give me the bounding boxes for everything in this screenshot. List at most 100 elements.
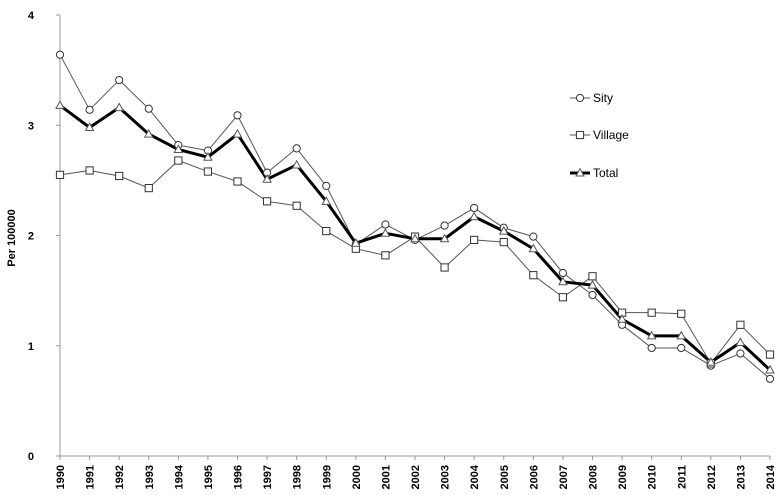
- triangle-marker: [676, 330, 687, 340]
- markers-total: [55, 100, 775, 374]
- x-tick-label: 1995: [203, 465, 215, 489]
- legend-square-marker: [575, 130, 585, 140]
- square-marker: [322, 226, 331, 236]
- square-marker: [55, 170, 65, 179]
- square-marker: [144, 183, 153, 193]
- triangle-marker: [410, 233, 420, 243]
- square-marker: [558, 293, 568, 302]
- x-tick-label: 1990: [55, 465, 67, 489]
- x-tick-label: 1999: [321, 465, 333, 489]
- circle-marker: [558, 268, 568, 278]
- y-tick-label: 0: [28, 451, 34, 463]
- series-village: [59, 160, 771, 364]
- triangle-marker: [232, 128, 243, 138]
- square-marker: [85, 166, 94, 175]
- x-tick-label: 2009: [617, 465, 629, 489]
- triangle-marker: [528, 243, 539, 253]
- y-axis-label: Per 100000: [6, 209, 18, 267]
- triangle-marker: [735, 337, 746, 346]
- square-marker: [381, 251, 390, 260]
- x-tick-label: 2012: [706, 465, 718, 489]
- x-tick-label: 2002: [410, 465, 422, 489]
- x-tick-label: 2010: [647, 465, 659, 489]
- series-line: [59, 160, 771, 364]
- triangle-marker: [350, 237, 361, 247]
- triangle-marker: [321, 196, 332, 205]
- x-tick-label: 1992: [114, 465, 126, 489]
- circle-marker: [529, 232, 538, 241]
- square-marker: [233, 177, 242, 186]
- x-tick-label: 1993: [144, 465, 156, 489]
- circle-marker: [233, 111, 242, 120]
- circle-marker: [55, 50, 65, 59]
- series-sity: [59, 54, 771, 380]
- circle-marker: [85, 105, 94, 114]
- y-tick-label: 2: [28, 231, 34, 243]
- triangle-marker: [380, 228, 391, 237]
- circle-marker: [765, 374, 775, 383]
- square-marker: [292, 201, 301, 210]
- legend-circle-marker: [575, 93, 585, 103]
- square-marker: [736, 320, 745, 329]
- circle-marker: [292, 144, 301, 153]
- triangle-marker: [617, 314, 627, 323]
- square-marker: [588, 272, 597, 281]
- y-tick-label: 3: [28, 120, 34, 132]
- triangle-marker: [469, 211, 480, 221]
- x-tick-label: 1998: [292, 465, 304, 489]
- x-tick-label: 2008: [588, 465, 600, 489]
- legend-label: Total: [593, 166, 618, 180]
- triangle-marker: [262, 174, 272, 183]
- x-tick-label: 2003: [440, 465, 452, 489]
- x-tick-label: 1994: [173, 464, 185, 489]
- legend-triangle-marker: [575, 167, 585, 177]
- x-tick-label: 2001: [380, 465, 392, 489]
- circle-marker: [144, 104, 153, 113]
- x-tick-label: 2000: [351, 465, 363, 489]
- square-marker: [440, 263, 449, 272]
- triangle-marker: [114, 102, 125, 112]
- y-tick-label: 4: [28, 10, 35, 22]
- triangle-marker: [705, 357, 716, 366]
- triangle-marker: [203, 151, 213, 161]
- markers-sity: [55, 50, 775, 383]
- legend-entry-sity: Sity: [570, 91, 613, 105]
- circle-marker: [470, 203, 479, 213]
- triangle-marker: [143, 128, 154, 138]
- x-tick-label: 2006: [528, 465, 540, 489]
- circle-marker: [588, 290, 597, 300]
- circle-marker: [677, 343, 686, 353]
- square-marker: [499, 238, 508, 247]
- triangle-marker: [587, 279, 598, 289]
- square-marker: [470, 235, 479, 245]
- series-line: [59, 54, 771, 380]
- circle-marker: [440, 221, 449, 230]
- square-marker: [203, 167, 213, 176]
- axes: 0 1 2 3 4 1990 1991 1992 1993 1994 1995 1996 1997 199…: [28, 10, 776, 489]
- square-marker: [174, 156, 183, 165]
- triangle-marker: [439, 233, 450, 243]
- x-tick-label: 2005: [499, 465, 511, 489]
- triangle-marker: [498, 225, 509, 235]
- circle-marker: [381, 220, 390, 229]
- circle-marker: [736, 349, 745, 358]
- x-tick-label: 2004: [469, 464, 481, 489]
- square-marker: [115, 171, 124, 181]
- x-tick-label: 2007: [558, 465, 570, 489]
- triangle-marker: [646, 330, 657, 340]
- square-marker: [677, 309, 686, 318]
- legend-entry-total: Total: [570, 166, 618, 180]
- x-tick-label: 2011: [676, 465, 688, 489]
- legend-entry-village: Village: [570, 128, 629, 142]
- square-marker: [262, 197, 272, 206]
- x-tick-label: 1991: [85, 465, 97, 489]
- triangle-marker: [765, 364, 775, 374]
- x-tick-label: 2013: [735, 465, 747, 489]
- legend-label: Village: [593, 128, 629, 142]
- circle-marker: [115, 75, 124, 85]
- triangle-marker: [291, 159, 302, 169]
- circle-marker: [322, 181, 331, 190]
- y-tick-label: 1: [28, 341, 34, 353]
- square-marker: [529, 271, 538, 280]
